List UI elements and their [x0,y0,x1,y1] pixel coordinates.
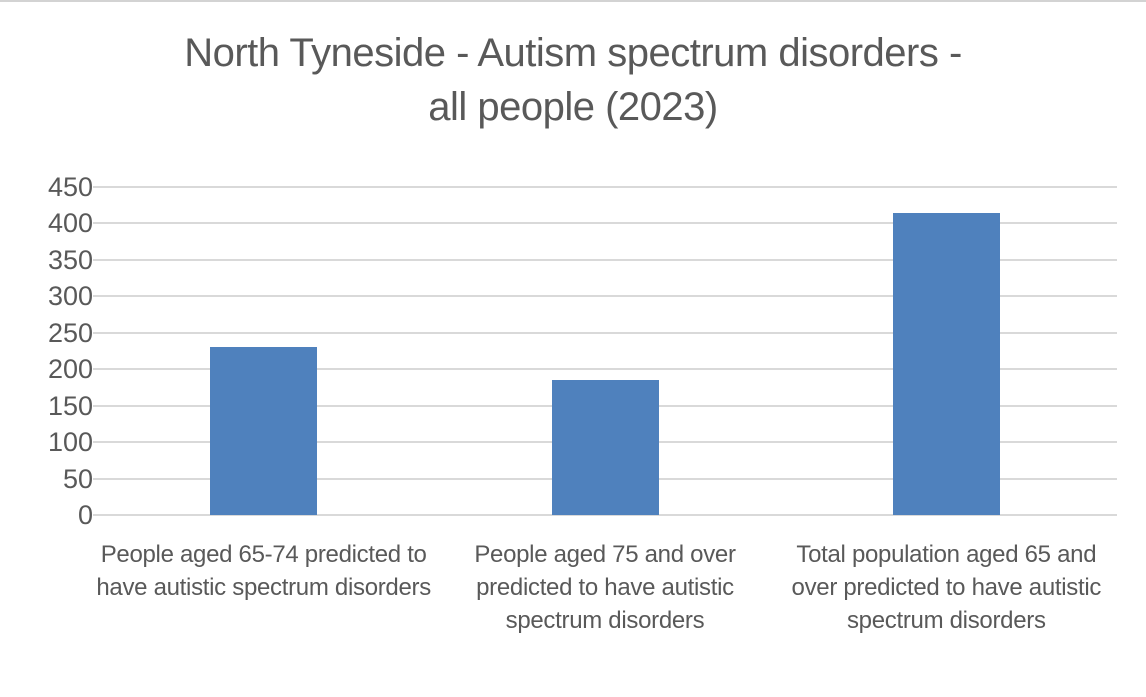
gridline [93,514,1117,516]
y-axis: 0 50 100 150 200 250 300 350 400 450 [0,2,93,562]
x-category-label-text: Total population aged 65 and over predic… [791,541,1102,634]
gridline [93,368,1117,371]
y-tick-label: 0 [77,500,93,530]
y-tick-label: 50 [62,463,93,494]
y-tick-label: 250 [47,317,93,348]
x-category-label-text: People aged 75 and over predicted to hav… [474,541,736,634]
y-tick-label: 150 [47,390,93,421]
x-category-label-3: Total population aged 65 and over predic… [776,538,1117,637]
gridline [93,331,1117,334]
chart-title-line-2: all people (2023) [428,85,718,129]
gridline [93,222,1117,225]
chart-title-line-1: North Tyneside - Autism spectrum disorde… [184,31,962,75]
y-tick-label: 350 [47,244,93,275]
y-tick-label: 400 [47,208,93,239]
y-tick-label: 100 [47,427,93,458]
x-axis: People aged 65-74 predicted to have auti… [93,538,1117,637]
x-category-label-text: People aged 65-74 predicted to have auti… [96,541,431,601]
x-category-label-1: People aged 65-74 predicted to have auti… [93,538,434,637]
plot-area [93,186,1117,516]
bar-1 [210,347,318,515]
x-category-label-2: People aged 75 and over predicted to hav… [434,538,775,637]
y-tick-label: 450 [47,172,93,202]
y-tick-label: 300 [47,281,93,312]
y-tick-label: 200 [47,354,93,385]
bar-2 [551,380,659,515]
bar-3 [892,212,1000,515]
gridline [93,295,1117,298]
chart-title: North Tyneside - Autism spectrum disorde… [0,26,1146,134]
gridline [93,258,1117,261]
gridline [93,186,1117,188]
